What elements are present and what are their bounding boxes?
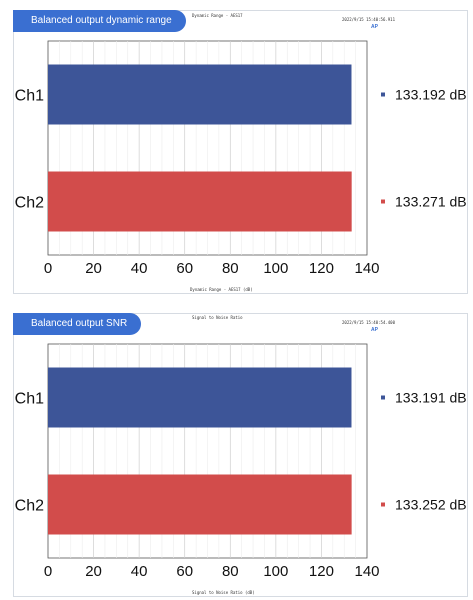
bar-ch2 xyxy=(48,171,352,232)
ap-logo: AP xyxy=(371,24,378,30)
x-tick-label: 100 xyxy=(263,563,288,580)
legend-marker xyxy=(381,502,385,507)
x-tick-label: 20 xyxy=(85,260,102,277)
x-axis-label: Signal to Noise Ratio (dB) xyxy=(192,590,255,595)
x-tick-label: 0 xyxy=(44,563,52,580)
category-label: Ch2 xyxy=(15,498,44,515)
x-tick-label: 40 xyxy=(131,563,148,580)
x-axis-label: Dynamic Range - AES17 (dB) xyxy=(190,287,253,292)
x-tick-label: 100 xyxy=(263,260,288,277)
category-label: Ch2 xyxy=(15,195,44,212)
bar-chart: 0 20 40 60 80 100 120 140 Ch1 133.192 dB Ch2 133.27… xyxy=(15,40,467,277)
x-tick-label: 0 xyxy=(44,260,52,277)
bar-ch1 xyxy=(48,367,352,428)
bar-ch1 xyxy=(48,64,352,125)
x-tick-label: 140 xyxy=(354,260,379,277)
category-label: Ch1 xyxy=(15,88,44,105)
chart-timestamp: 2022/9/15 15:40:54.400 xyxy=(342,320,395,325)
value-label: 133.252 dB xyxy=(395,497,467,513)
x-tick-label: 20 xyxy=(85,563,102,580)
x-tick-label: 120 xyxy=(309,260,334,277)
x-tick-label: 140 xyxy=(354,563,379,580)
bar-ch2 xyxy=(48,474,352,535)
category-label: Ch1 xyxy=(15,391,44,408)
legend-marker xyxy=(381,92,385,97)
chart-timestamp: 2022/9/15 15:40:56.911 xyxy=(342,17,395,22)
chart-badge: Balanced output SNR xyxy=(13,313,142,335)
x-tick-label: 120 xyxy=(309,563,334,580)
bar-chart: 0 20 40 60 80 100 120 140 Ch1 133.191 dB Ch2 133.25… xyxy=(15,343,467,580)
value-label: 133.191 dB xyxy=(395,390,467,406)
chart-panel-snr: Balanced output SNR Signal to Noise Rati… xyxy=(13,313,468,597)
x-tick-label: 80 xyxy=(222,260,239,277)
chart-title: Signal to Noise Ratio xyxy=(192,315,243,320)
x-tick-label: 80 xyxy=(222,563,239,580)
ap-logo: AP xyxy=(371,327,378,333)
legend-marker xyxy=(381,199,385,204)
chart-panel-dynamic-range: Balanced output dynamic range Dynamic Ra… xyxy=(13,10,468,294)
value-label: 133.271 dB xyxy=(395,194,467,210)
x-tick-label: 40 xyxy=(131,260,148,277)
chart-title: Dynamic Range - AES17 xyxy=(192,13,243,18)
chart-badge: Balanced output dynamic range xyxy=(13,10,186,32)
x-tick-label: 60 xyxy=(176,260,193,277)
legend-marker xyxy=(381,395,385,400)
value-label: 133.192 dB xyxy=(395,87,467,103)
x-tick-label: 60 xyxy=(176,563,193,580)
